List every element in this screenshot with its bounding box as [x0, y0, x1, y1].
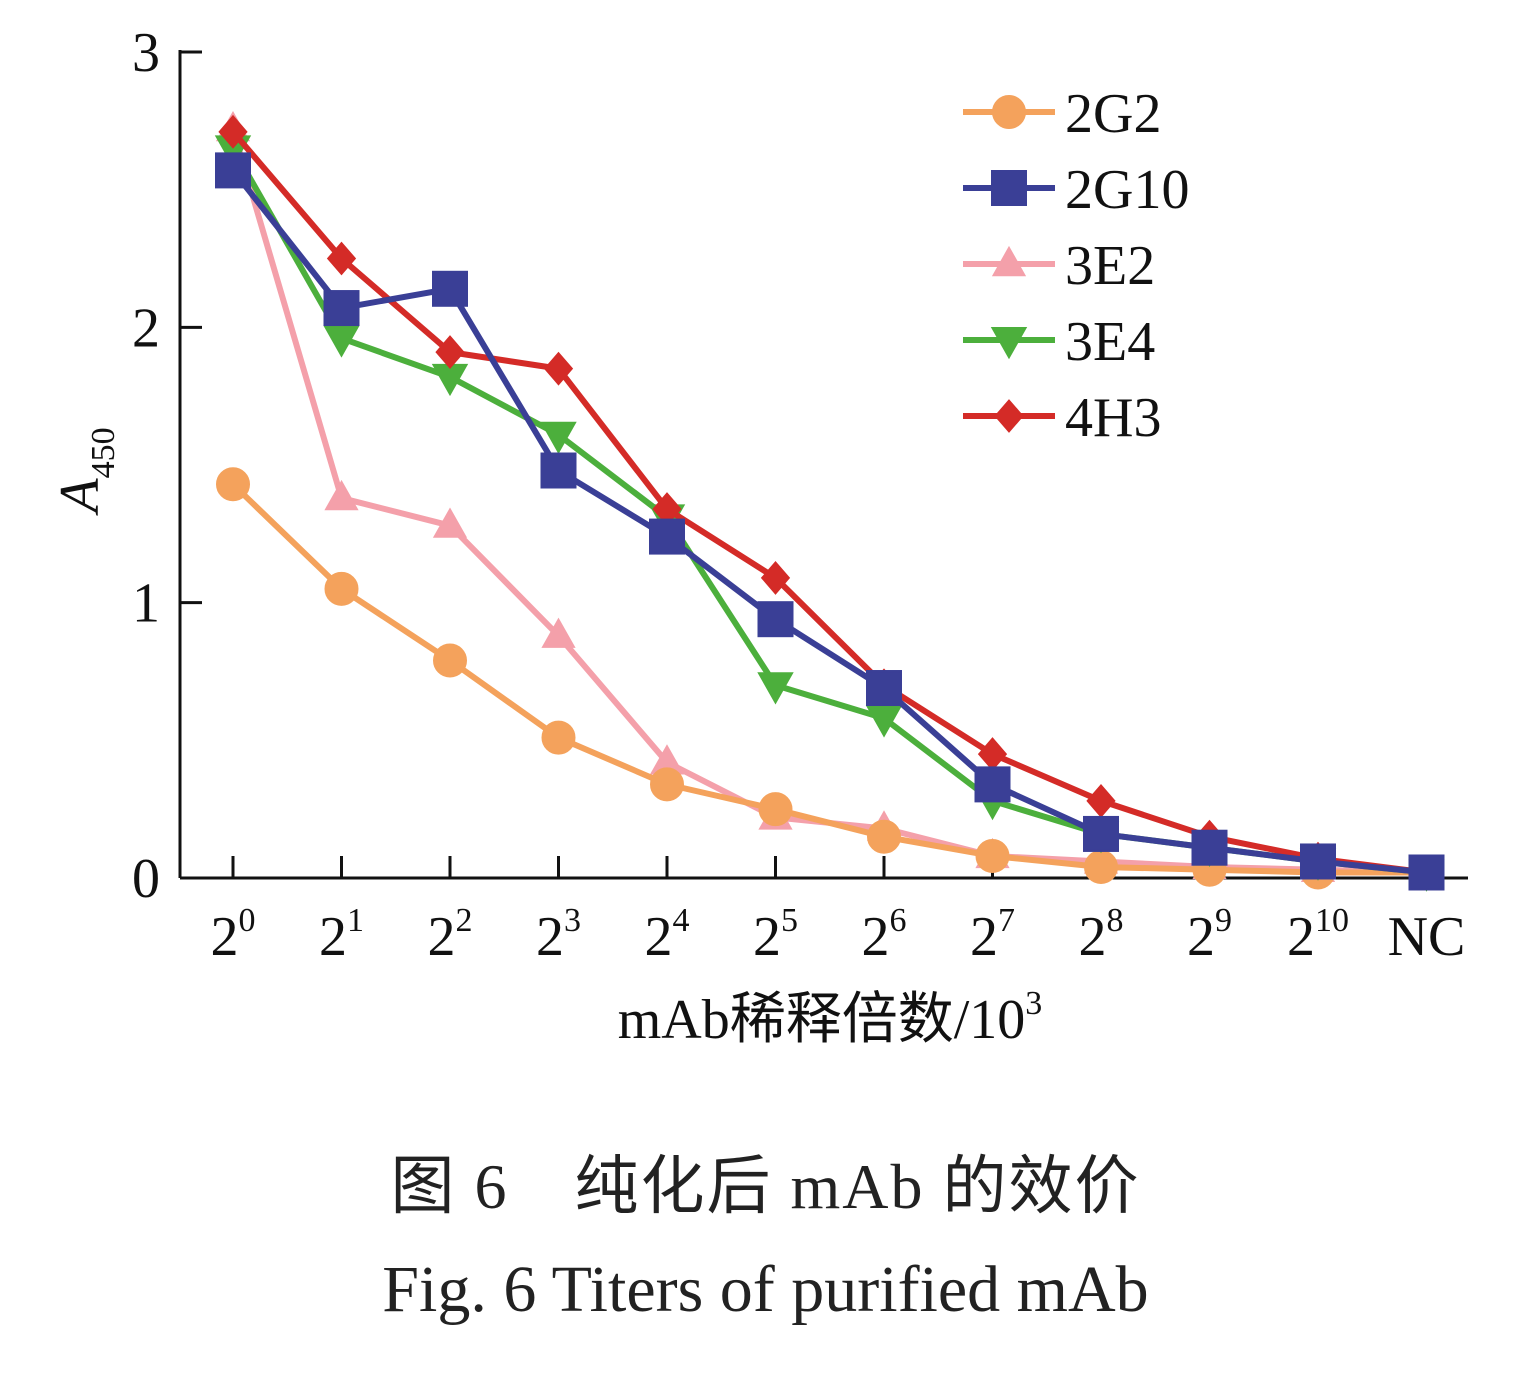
data-point-3e2: [541, 617, 576, 648]
data-point-3e4: [323, 325, 360, 358]
figure-caption-english: Fig. 6 Titers of purified mAb: [382, 1253, 1149, 1326]
data-point-3e4: [540, 421, 577, 454]
legend-label-2g10: 2G10: [1065, 159, 1189, 221]
data-point-4h3: [543, 351, 574, 386]
y-tick-label: 3: [132, 22, 160, 84]
legend-label-2g2: 2G2: [1065, 83, 1161, 145]
data-point-2g10: [1191, 829, 1228, 866]
x-tick-label: 25: [753, 902, 798, 968]
data-point-2g10: [540, 452, 577, 489]
series-2g10: [215, 152, 1445, 891]
data-point-2g2: [867, 819, 901, 854]
series-line-2g10: [230, 168, 1427, 876]
series-4h3: [218, 114, 1442, 890]
legend-item-4h3: 4H3: [963, 387, 1161, 449]
legend-marker-2g10: [991, 170, 1027, 206]
data-point-4h3: [1086, 783, 1116, 818]
series-line-4h3: [230, 129, 1427, 876]
series-line-2g2: [230, 482, 1427, 876]
data-point-3e4: [865, 705, 903, 738]
data-point-2g2: [433, 643, 467, 678]
x-tick-label: 28: [1079, 902, 1124, 968]
data-point-3e4: [431, 363, 469, 397]
data-point-2g2: [216, 467, 250, 502]
x-tick-label: 22: [428, 902, 473, 968]
data-point-4h3: [218, 114, 248, 149]
x-tick-label: 210: [1287, 902, 1349, 968]
legend-label-3e2: 3E2: [1065, 235, 1155, 297]
legend-label-3e4: 3E4: [1065, 311, 1155, 373]
data-point-2g10: [974, 766, 1011, 803]
data-point-2g10: [1300, 843, 1336, 880]
data-point-2g2: [758, 792, 793, 827]
legend-item-3e4: 3E4: [963, 311, 1155, 373]
data-point-2g10: [323, 290, 360, 327]
data-point-2g2: [324, 571, 359, 606]
data-point-3e2: [432, 507, 468, 538]
x-tick-label: 23: [536, 902, 581, 968]
y-axis-title: A450: [49, 427, 122, 516]
x-tick-label: NC: [1388, 906, 1466, 968]
data-point-4h3: [977, 737, 1008, 772]
series-line-3e4: [230, 146, 1427, 876]
x-axis-title: mAb稀释倍数/103: [618, 985, 1043, 1051]
x-tick-label: 24: [645, 902, 690, 968]
legend-marker-2g2: [992, 95, 1026, 129]
legend-marker-3e4: [990, 327, 1028, 360]
data-point-3e2: [324, 479, 359, 511]
legend-item-2g2: 2G2: [963, 83, 1161, 145]
data-point-3e4: [757, 672, 794, 705]
data-point-2g10: [1408, 854, 1445, 891]
data-point-4h3: [326, 241, 357, 276]
data-point-2g10: [649, 518, 685, 555]
legend-marker-3e2: [991, 245, 1027, 277]
y-tick-label: 0: [132, 848, 160, 910]
data-point-2g10: [1083, 815, 1119, 852]
data-point-4h3: [760, 560, 791, 595]
data-point-2g2: [975, 838, 1010, 873]
data-point-2g2: [650, 767, 684, 802]
data-point-4h3: [435, 335, 465, 370]
y-tick-label: 1: [132, 573, 160, 635]
series-2g2: [216, 467, 1444, 890]
series-line-3e2: [230, 128, 1427, 876]
legend-label-4h3: 4H3: [1065, 387, 1161, 449]
legend-marker-4h3: [994, 399, 1024, 433]
x-tick-label: 27: [970, 902, 1015, 968]
y-tick-label: 2: [132, 297, 160, 359]
data-point-2g10: [866, 670, 902, 707]
figure-caption-chinese: 图 6 纯化后 mAb 的效价: [390, 1151, 1141, 1222]
data-point-2g2: [541, 720, 576, 755]
data-point-2g10: [432, 270, 468, 307]
x-tick-label: 26: [862, 902, 907, 968]
data-point-2g10: [215, 152, 251, 189]
x-tick-label: 21: [319, 902, 364, 968]
legend-item-2g10: 2G10: [963, 159, 1189, 221]
legend-item-3e2: 3E2: [963, 235, 1155, 297]
data-point-2g10: [757, 601, 794, 638]
series-layer: [214, 110, 1445, 892]
x-tick-label: 20: [211, 902, 256, 968]
data-point-2g2: [1084, 849, 1118, 884]
series-3e2: [215, 110, 1444, 885]
legend: 2G2 2G10 3E2 3E4 4H3: [963, 83, 1189, 449]
x-tick-label: 29: [1187, 902, 1232, 968]
